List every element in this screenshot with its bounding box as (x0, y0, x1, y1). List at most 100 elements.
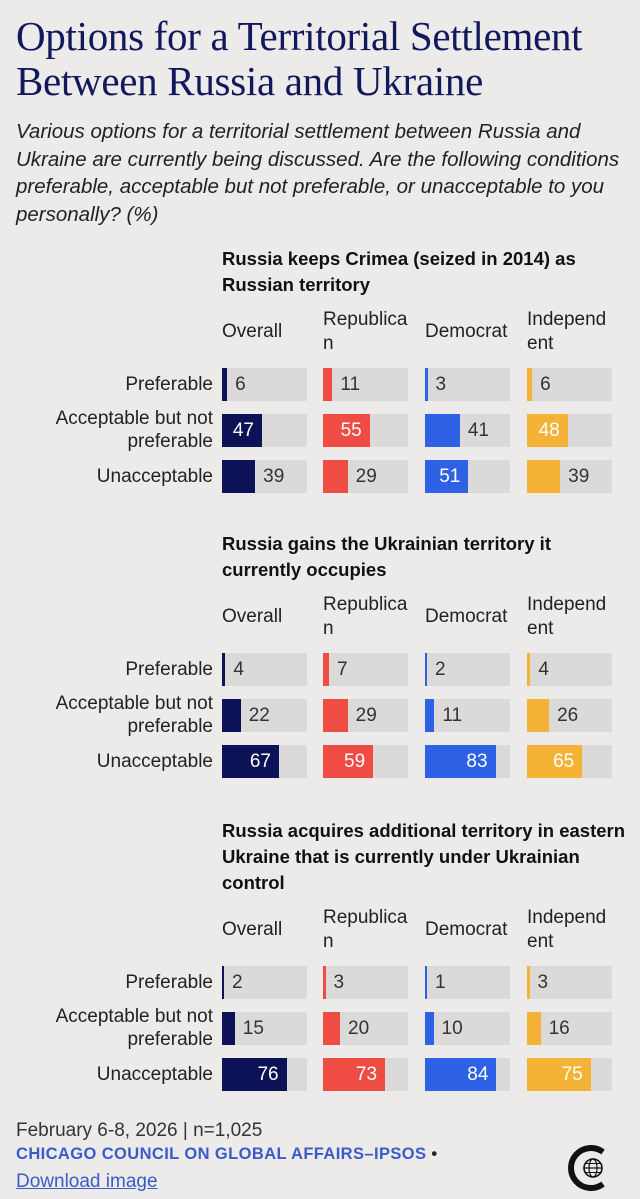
bar-track-republican-acceptable-but-not-preferable: 55 (323, 414, 408, 447)
column-header-democrat: Democrat (425, 321, 508, 342)
column-header-independent: Independ ent (527, 594, 607, 639)
data-label-overall-unacceptable: 39 (263, 466, 285, 487)
bar-track-overall-preferable: 2 (222, 966, 307, 999)
data-label-overall-unacceptable: 76 (257, 1064, 279, 1085)
bar-track-democrat-acceptable-but-not-preferable: 10 (425, 1012, 510, 1045)
footer-source: CHICAGO COUNCIL ON GLOBAL AFFAIRS–IPSOS … (16, 1145, 438, 1164)
data-label-overall-acceptable-but-not-preferable: 22 (248, 705, 270, 726)
bar-track-independent-acceptable-but-not-preferable: 16 (527, 1012, 612, 1045)
bar-track-democrat-acceptable-but-not-preferable: 11 (425, 699, 510, 732)
data-label-democrat-unacceptable: 84 (467, 1064, 489, 1085)
data-label-republican-unacceptable: 29 (355, 466, 377, 487)
column-header-overall: Overall (222, 606, 283, 627)
data-label-republican-preferable: 11 (340, 374, 361, 395)
bar-republican-unacceptable (323, 745, 374, 778)
column-header-republican: Republica n (323, 594, 408, 639)
row-label-preferable: Preferable (125, 374, 213, 395)
column-header-democrat: Democrat (425, 919, 508, 940)
bar-independent-acceptable-but-not-preferable (527, 1012, 541, 1045)
panel-title: Russia acquires additional territory in … (222, 820, 626, 893)
bar-overall-unacceptable (222, 745, 279, 778)
bar-republican-preferable (323, 966, 326, 999)
bar-track-overall-acceptable-but-not-preferable: 47 (222, 414, 307, 447)
bar-track-republican-acceptable-but-not-preferable: 20 (323, 1012, 408, 1045)
bar-overall-preferable (222, 653, 226, 686)
data-label-independent-acceptable-but-not-preferable: 16 (548, 1018, 570, 1039)
row-label-unacceptable: Unacceptable (96, 466, 213, 487)
bar-track-democrat-preferable: 3 (425, 368, 510, 401)
footer-source-name: CHICAGO COUNCIL ON GLOBAL AFFAIRS–IPSOS (16, 1145, 427, 1163)
bar-overall-unacceptable (222, 460, 256, 493)
column-header-republican: Republica n (323, 907, 408, 952)
bar-track-independent-preferable: 4 (527, 653, 612, 686)
bar-track-independent-preferable: 3 (527, 966, 612, 999)
column-header-democrat: Democrat (425, 606, 508, 627)
chart-subtitle: Various options for a territorial settle… (16, 120, 620, 226)
data-label-democrat-acceptable-but-not-preferable: 41 (467, 420, 489, 441)
bar-track-democrat-unacceptable: 51 (425, 460, 510, 493)
data-label-independent-preferable: 6 (540, 374, 551, 395)
bar-independent-unacceptable (527, 745, 583, 778)
data-label-overall-preferable: 6 (235, 374, 246, 395)
data-label-republican-unacceptable: 59 (344, 751, 366, 772)
bar-democrat-preferable (425, 368, 428, 401)
row-label-acceptable-but-not-preferable: Acceptable but not preferable (55, 408, 213, 452)
bar-track-independent-preferable: 6 (527, 368, 612, 401)
panel-title: Russia keeps Crimea (seized in 2014) as … (222, 248, 576, 295)
data-label-democrat-acceptable-but-not-preferable: 10 (441, 1018, 463, 1039)
bar-republican-preferable (323, 653, 329, 686)
bar-track-republican-unacceptable: 59 (323, 745, 408, 778)
footer-bullet: • (431, 1145, 438, 1163)
bar-track-independent-unacceptable: 65 (527, 745, 612, 778)
data-label-overall-unacceptable: 67 (249, 751, 271, 772)
data-label-democrat-preferable: 1 (435, 972, 446, 993)
bar-democrat-unacceptable (425, 745, 496, 778)
data-label-independent-preferable: 4 (538, 659, 549, 680)
bar-track-overall-unacceptable: 76 (222, 1058, 307, 1091)
data-label-republican-preferable: 7 (336, 659, 348, 680)
data-label-independent-acceptable-but-not-preferable: 26 (557, 705, 579, 726)
footer-date-sample: February 6-8, 2026 | n=1,025 (16, 1120, 263, 1141)
row-label-preferable: Preferable (125, 659, 213, 680)
column-header-independent: Independ ent (527, 907, 607, 952)
bar-independent-acceptable-but-not-preferable (527, 699, 550, 732)
bar-track-independent-unacceptable: 39 (527, 460, 612, 493)
bar-republican-acceptable-but-not-preferable (323, 699, 348, 732)
bar-track-overall-acceptable-but-not-preferable: 22 (222, 699, 307, 732)
bar-track-overall-preferable: 6 (222, 368, 307, 401)
bar-overall-acceptable-but-not-preferable (222, 1012, 235, 1045)
bar-republican-unacceptable (323, 460, 348, 493)
bar-track-overall-unacceptable: 67 (222, 745, 307, 778)
bar-track-democrat-preferable: 1 (425, 966, 510, 999)
bar-democrat-preferable (425, 966, 427, 999)
data-label-overall-preferable: 2 (232, 972, 243, 993)
data-label-overall-preferable: 4 (233, 659, 244, 680)
data-label-republican-preferable: 3 (333, 972, 345, 993)
column-header-independent: Independ ent (527, 309, 607, 354)
bar-track-independent-unacceptable: 75 (527, 1058, 612, 1091)
download-image-link[interactable]: Download image (16, 1171, 158, 1192)
bar-independent-unacceptable (527, 1058, 591, 1091)
bar-democrat-unacceptable (425, 460, 469, 493)
data-label-democrat-acceptable-but-not-preferable: 11 (442, 705, 463, 726)
row-label-unacceptable: Unacceptable (96, 751, 213, 772)
data-label-democrat-unacceptable: 83 (466, 751, 488, 772)
column-header-republican: Republica n (323, 309, 408, 354)
data-label-independent-unacceptable: 39 (568, 466, 590, 487)
data-label-democrat-preferable: 2 (435, 659, 446, 680)
bar-independent-acceptable-but-not-preferable (527, 414, 568, 447)
chart-title: Options for a Territorial Settlement Bet… (16, 13, 583, 104)
bar-independent-preferable (527, 966, 530, 999)
column-header-overall: Overall (222, 919, 283, 940)
bar-track-republican-preferable: 11 (323, 368, 408, 401)
bar-republican-preferable (323, 368, 333, 401)
bar-overall-preferable (222, 368, 228, 401)
column-header-overall: Overall (222, 321, 283, 342)
data-label-republican-acceptable-but-not-preferable: 29 (355, 705, 377, 726)
row-label-acceptable-but-not-preferable: Acceptable but not preferable (55, 1006, 213, 1050)
panel-title: Russia gains the Ukrainian territory it … (222, 533, 551, 580)
bar-track-overall-acceptable-but-not-preferable: 15 (222, 1012, 307, 1045)
bar-track-republican-unacceptable: 73 (323, 1058, 408, 1091)
bar-track-democrat-acceptable-but-not-preferable: 41 (425, 414, 510, 447)
data-label-republican-unacceptable: 73 (355, 1064, 378, 1085)
